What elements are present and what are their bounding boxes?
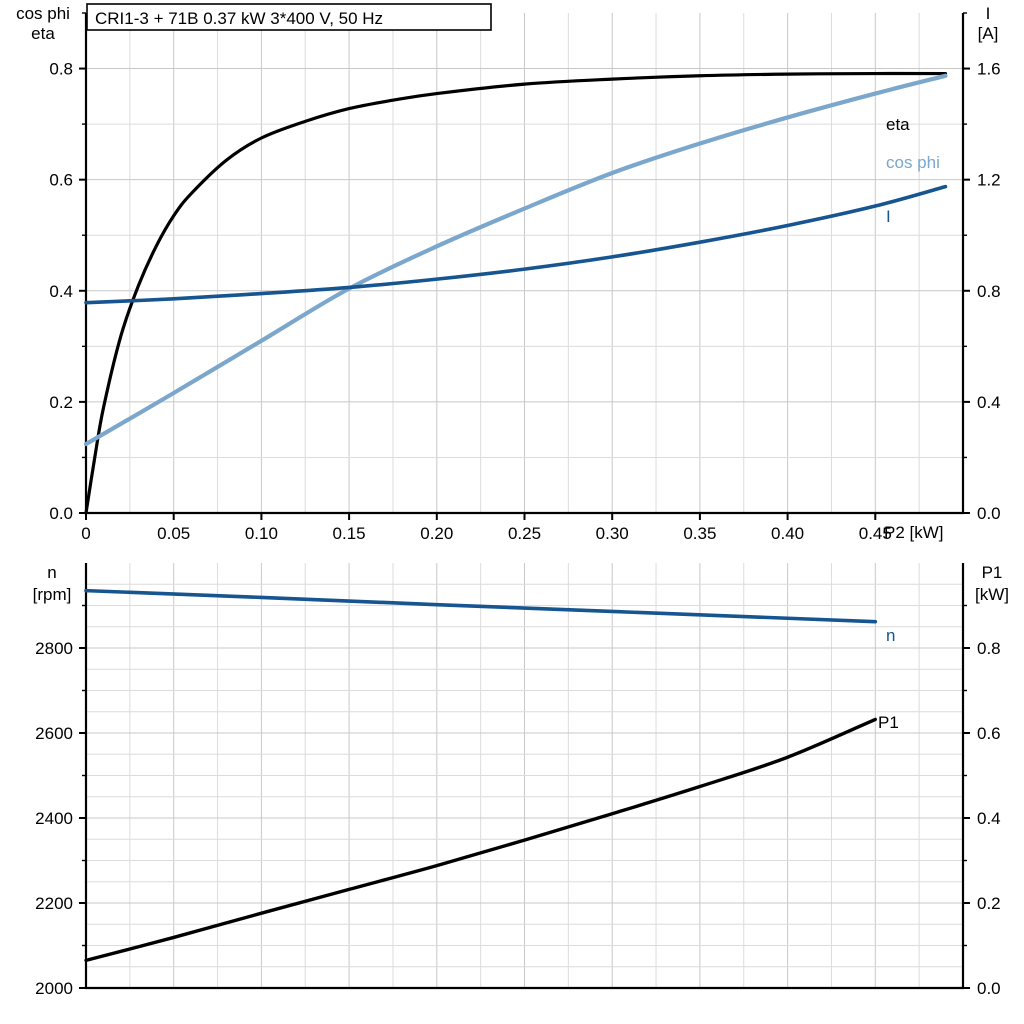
bottom-left-tick-labels: 2000 2200 2400 2600 2800 bbox=[35, 639, 73, 998]
top-left-axis-title-line1: cos phi bbox=[16, 4, 70, 23]
eta-series-label: eta bbox=[886, 115, 910, 134]
tick-label: 0.0 bbox=[977, 504, 1001, 523]
tick-label: 0.25 bbox=[508, 524, 541, 543]
tick-label: 0.10 bbox=[245, 524, 278, 543]
x-axis-tick-labels: 0 0.05 0.10 0.15 0.20 0.25 0.30 0.35 0.40 0.45 bbox=[81, 524, 892, 543]
top-left-tick-labels: 0.0 0.2 0.4 0.6 0.8 bbox=[49, 60, 73, 523]
bottom-right-axis-title-line1: P1 bbox=[982, 563, 1003, 582]
tick-label: 0.8 bbox=[977, 639, 1001, 658]
tick-label: 0.35 bbox=[683, 524, 716, 543]
tick-label: 0.8 bbox=[49, 60, 73, 79]
top-right-axis-title-line1: I bbox=[986, 4, 991, 23]
tick-label: 2400 bbox=[35, 809, 73, 828]
cos-phi-curve bbox=[86, 76, 945, 444]
tick-label: 0.2 bbox=[49, 393, 73, 412]
p1-series-label: P1 bbox=[878, 713, 899, 732]
eta-curve bbox=[86, 74, 945, 513]
bottom-left-axis-title-line1: n bbox=[47, 563, 56, 582]
tick-label: 0.05 bbox=[157, 524, 190, 543]
bottom-right-tick-labels: 0.0 0.2 0.4 0.6 0.8 bbox=[977, 639, 1001, 998]
tick-label: 2200 bbox=[35, 894, 73, 913]
tick-label: 2000 bbox=[35, 979, 73, 998]
bottom-right-axis-title-line2: [kW] bbox=[975, 585, 1009, 604]
tick-label: 0.2 bbox=[977, 894, 1001, 913]
cos-phi-series-label: cos phi bbox=[886, 153, 940, 172]
tick-label: 0.6 bbox=[49, 171, 73, 190]
bottom-left-axis-title-line2: [rpm] bbox=[33, 585, 72, 604]
tick-label: 0.4 bbox=[977, 809, 1001, 828]
tick-label: 1.6 bbox=[977, 60, 1001, 79]
tick-label: 0.40 bbox=[771, 524, 804, 543]
speed-series-label: n bbox=[886, 626, 895, 645]
tick-label: 0.30 bbox=[596, 524, 629, 543]
tick-label: 0.8 bbox=[977, 282, 1001, 301]
tick-label: 0.0 bbox=[977, 979, 1001, 998]
tick-label: 0 bbox=[81, 524, 90, 543]
tick-label: 0.15 bbox=[333, 524, 366, 543]
tick-label: 0.0 bbox=[49, 504, 73, 523]
tick-label: 2600 bbox=[35, 724, 73, 743]
chart-page: cos phi eta I [A] P2 [kW] 0.00.20.40.60.… bbox=[0, 0, 1024, 1024]
pump-performance-chart: cos phi eta I [A] P2 [kW] 0.00.20.40.60.… bbox=[0, 0, 1024, 1024]
x-axis-title: P2 [kW] bbox=[884, 523, 944, 542]
top-right-axis-title-line2: [A] bbox=[978, 24, 999, 43]
top-chart: cos phi eta I [A] P2 [kW] 0.00.20.40.60.… bbox=[16, 4, 1001, 543]
tick-label: 0.20 bbox=[420, 524, 453, 543]
tick-label: 0.4 bbox=[977, 393, 1001, 412]
bottom-chart: n [rpm] P1 [kW] 2000 2200 2400 2600 2800 0.0… bbox=[33, 563, 1009, 998]
tick-label: 0.6 bbox=[977, 724, 1001, 743]
tick-label: 1.2 bbox=[977, 171, 1001, 190]
top-right-tick-labels: 0.0 0.4 0.8 1.2 1.6 bbox=[977, 60, 1001, 523]
current-series-label: I bbox=[886, 207, 891, 226]
top-left-axis-title-line2: eta bbox=[31, 24, 55, 43]
tick-label: 0.4 bbox=[49, 282, 73, 301]
top-chart-gridlines bbox=[86, 13, 963, 513]
tick-label: 0.45 bbox=[859, 524, 892, 543]
chart-title: CRI1-3 + 71B 0.37 kW 3*400 V, 50 Hz bbox=[95, 9, 383, 28]
tick-label: 2800 bbox=[35, 639, 73, 658]
current-curve bbox=[86, 187, 945, 303]
